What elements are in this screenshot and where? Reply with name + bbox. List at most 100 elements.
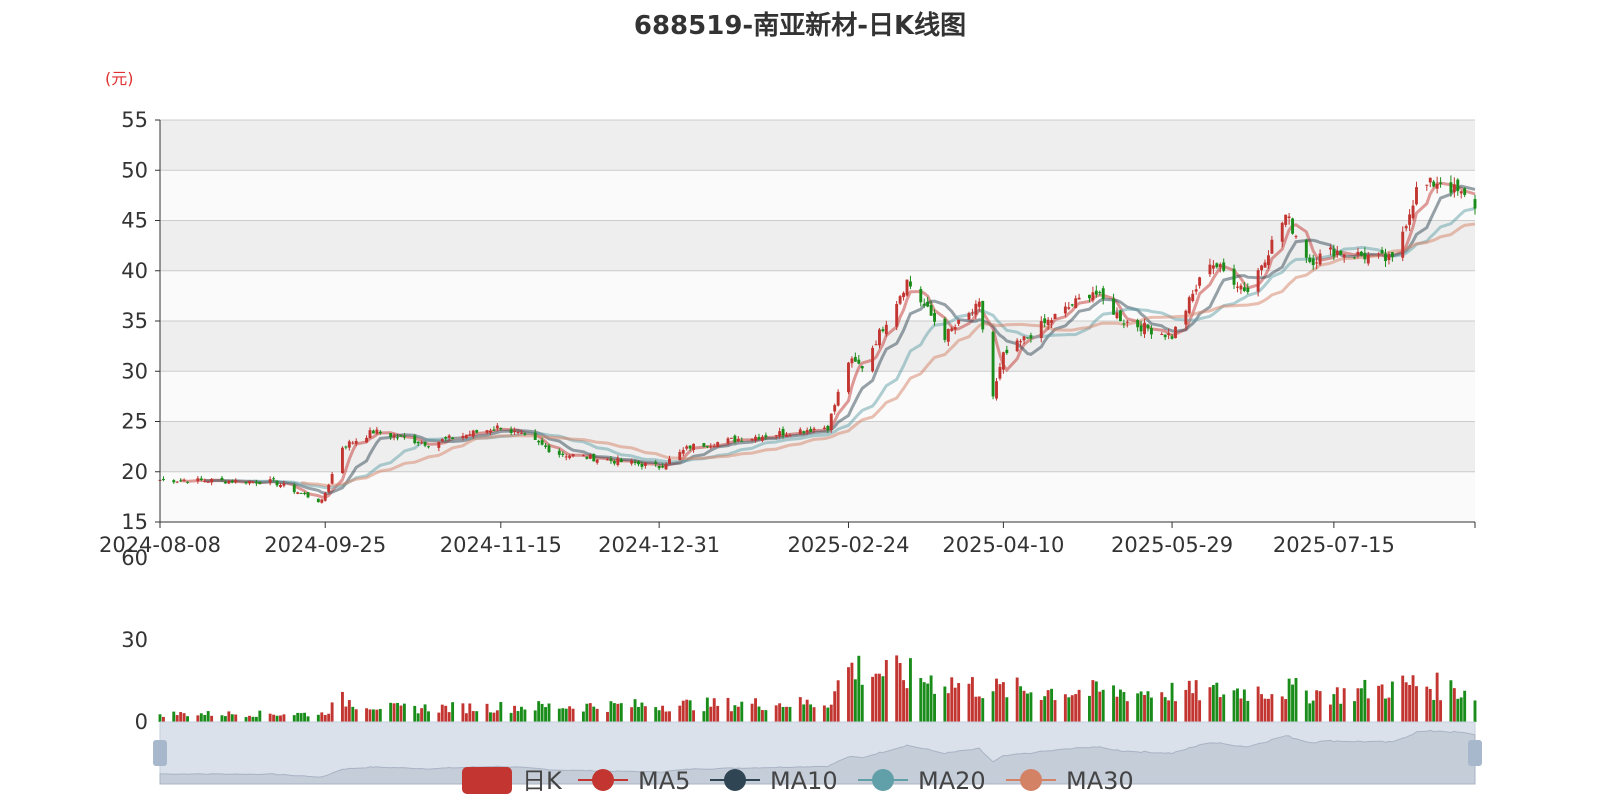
x-tick-label: 2024-12-31 — [598, 533, 720, 557]
volume-bar — [595, 708, 599, 722]
volume-bar — [802, 704, 806, 722]
candle — [1115, 312, 1119, 319]
volume-bar — [1390, 681, 1394, 722]
candle — [161, 479, 165, 481]
candle — [230, 480, 234, 483]
volume-bar — [619, 703, 623, 722]
volume-bar — [781, 706, 785, 722]
candle — [1160, 333, 1164, 335]
candle — [1428, 177, 1432, 183]
candle — [292, 484, 296, 493]
volume-bar — [881, 676, 885, 722]
grid-band — [160, 321, 1475, 372]
volume-bar — [1380, 684, 1384, 722]
candle — [368, 430, 372, 439]
candle — [581, 455, 585, 457]
volume-bar — [179, 712, 183, 722]
zoom-handle-right[interactable] — [1468, 740, 1482, 766]
volume-bar — [657, 710, 661, 722]
volume-bar — [874, 673, 878, 722]
volume-bar — [1043, 696, 1047, 722]
candle — [612, 461, 616, 464]
legend-item-日k[interactable]: 日K — [462, 767, 563, 795]
ma-line-ma30 — [300, 222, 1476, 488]
volume-bar — [354, 709, 358, 722]
volume-bar — [186, 716, 189, 722]
candle — [299, 492, 303, 494]
legend-item-ma10[interactable]: MA10 — [710, 767, 838, 795]
candle — [182, 480, 186, 482]
volume-bar — [1404, 682, 1408, 722]
candle — [788, 435, 792, 437]
candle — [303, 493, 307, 495]
candle — [196, 478, 200, 482]
legend-item-ma5[interactable]: MA5 — [578, 767, 690, 795]
candle — [1287, 216, 1291, 218]
candle — [272, 478, 276, 480]
volume-y-tick-label: 60 — [121, 546, 148, 570]
volume-bar — [1218, 697, 1222, 722]
volume-bar — [520, 706, 523, 722]
volume-bar — [1311, 700, 1315, 722]
volume-bar — [778, 703, 782, 722]
legend-item-ma20[interactable]: MA20 — [858, 767, 986, 795]
grid-band — [160, 471, 1475, 522]
candle — [836, 391, 840, 406]
volume-bar — [420, 708, 424, 722]
volume-bar — [926, 683, 930, 722]
candle — [1125, 321, 1129, 323]
candle — [1377, 253, 1381, 255]
candle — [533, 432, 537, 440]
volume-bar — [688, 700, 692, 722]
candle — [1449, 182, 1453, 193]
candle — [203, 481, 207, 483]
volume-bar — [495, 710, 499, 722]
volume-bar — [568, 706, 572, 722]
candle — [1473, 199, 1477, 209]
volume-bar — [1215, 682, 1219, 722]
candle — [461, 435, 465, 438]
zoom-handle-left[interactable] — [153, 740, 167, 766]
candle — [802, 431, 806, 433]
x-tick-label: 2025-02-24 — [787, 533, 909, 557]
volume-bar — [884, 660, 888, 722]
candle — [254, 481, 258, 484]
volume-bar — [1270, 694, 1274, 722]
volume-bar — [1194, 680, 1198, 722]
volume-bar — [643, 706, 647, 722]
y-tick-label: 30 — [121, 359, 148, 383]
volume-bar — [612, 703, 616, 722]
candle — [1187, 297, 1191, 314]
volume-bar — [857, 655, 861, 722]
volume-bar — [368, 709, 372, 722]
volume-bar — [206, 711, 210, 722]
candle — [688, 445, 692, 449]
volume-bar — [1308, 703, 1312, 722]
candle — [871, 347, 875, 372]
candle — [633, 462, 637, 464]
volume-bar — [592, 706, 596, 722]
volume-bar — [1318, 691, 1322, 722]
volume-bar — [946, 693, 950, 722]
volume-bar — [740, 701, 744, 722]
volume-bar — [905, 688, 909, 722]
candle — [537, 440, 541, 443]
volume-bar — [929, 675, 933, 722]
volume-bar — [396, 702, 399, 722]
volume-bar — [1112, 685, 1115, 722]
volume-bar — [760, 710, 764, 722]
candle — [547, 445, 551, 453]
volume-bar — [919, 678, 923, 722]
volume-bar — [1101, 689, 1105, 722]
candle — [227, 481, 231, 484]
candle — [1291, 218, 1294, 234]
candle — [785, 434, 788, 437]
volume-bar — [1098, 691, 1102, 722]
candle — [416, 441, 420, 444]
volume-bar — [826, 707, 830, 722]
candle — [637, 461, 640, 465]
volume-bar — [1239, 698, 1243, 722]
legend-item-ma30[interactable]: MA30 — [1006, 767, 1134, 795]
volume-bar — [210, 715, 214, 722]
volume-bar — [303, 712, 307, 722]
